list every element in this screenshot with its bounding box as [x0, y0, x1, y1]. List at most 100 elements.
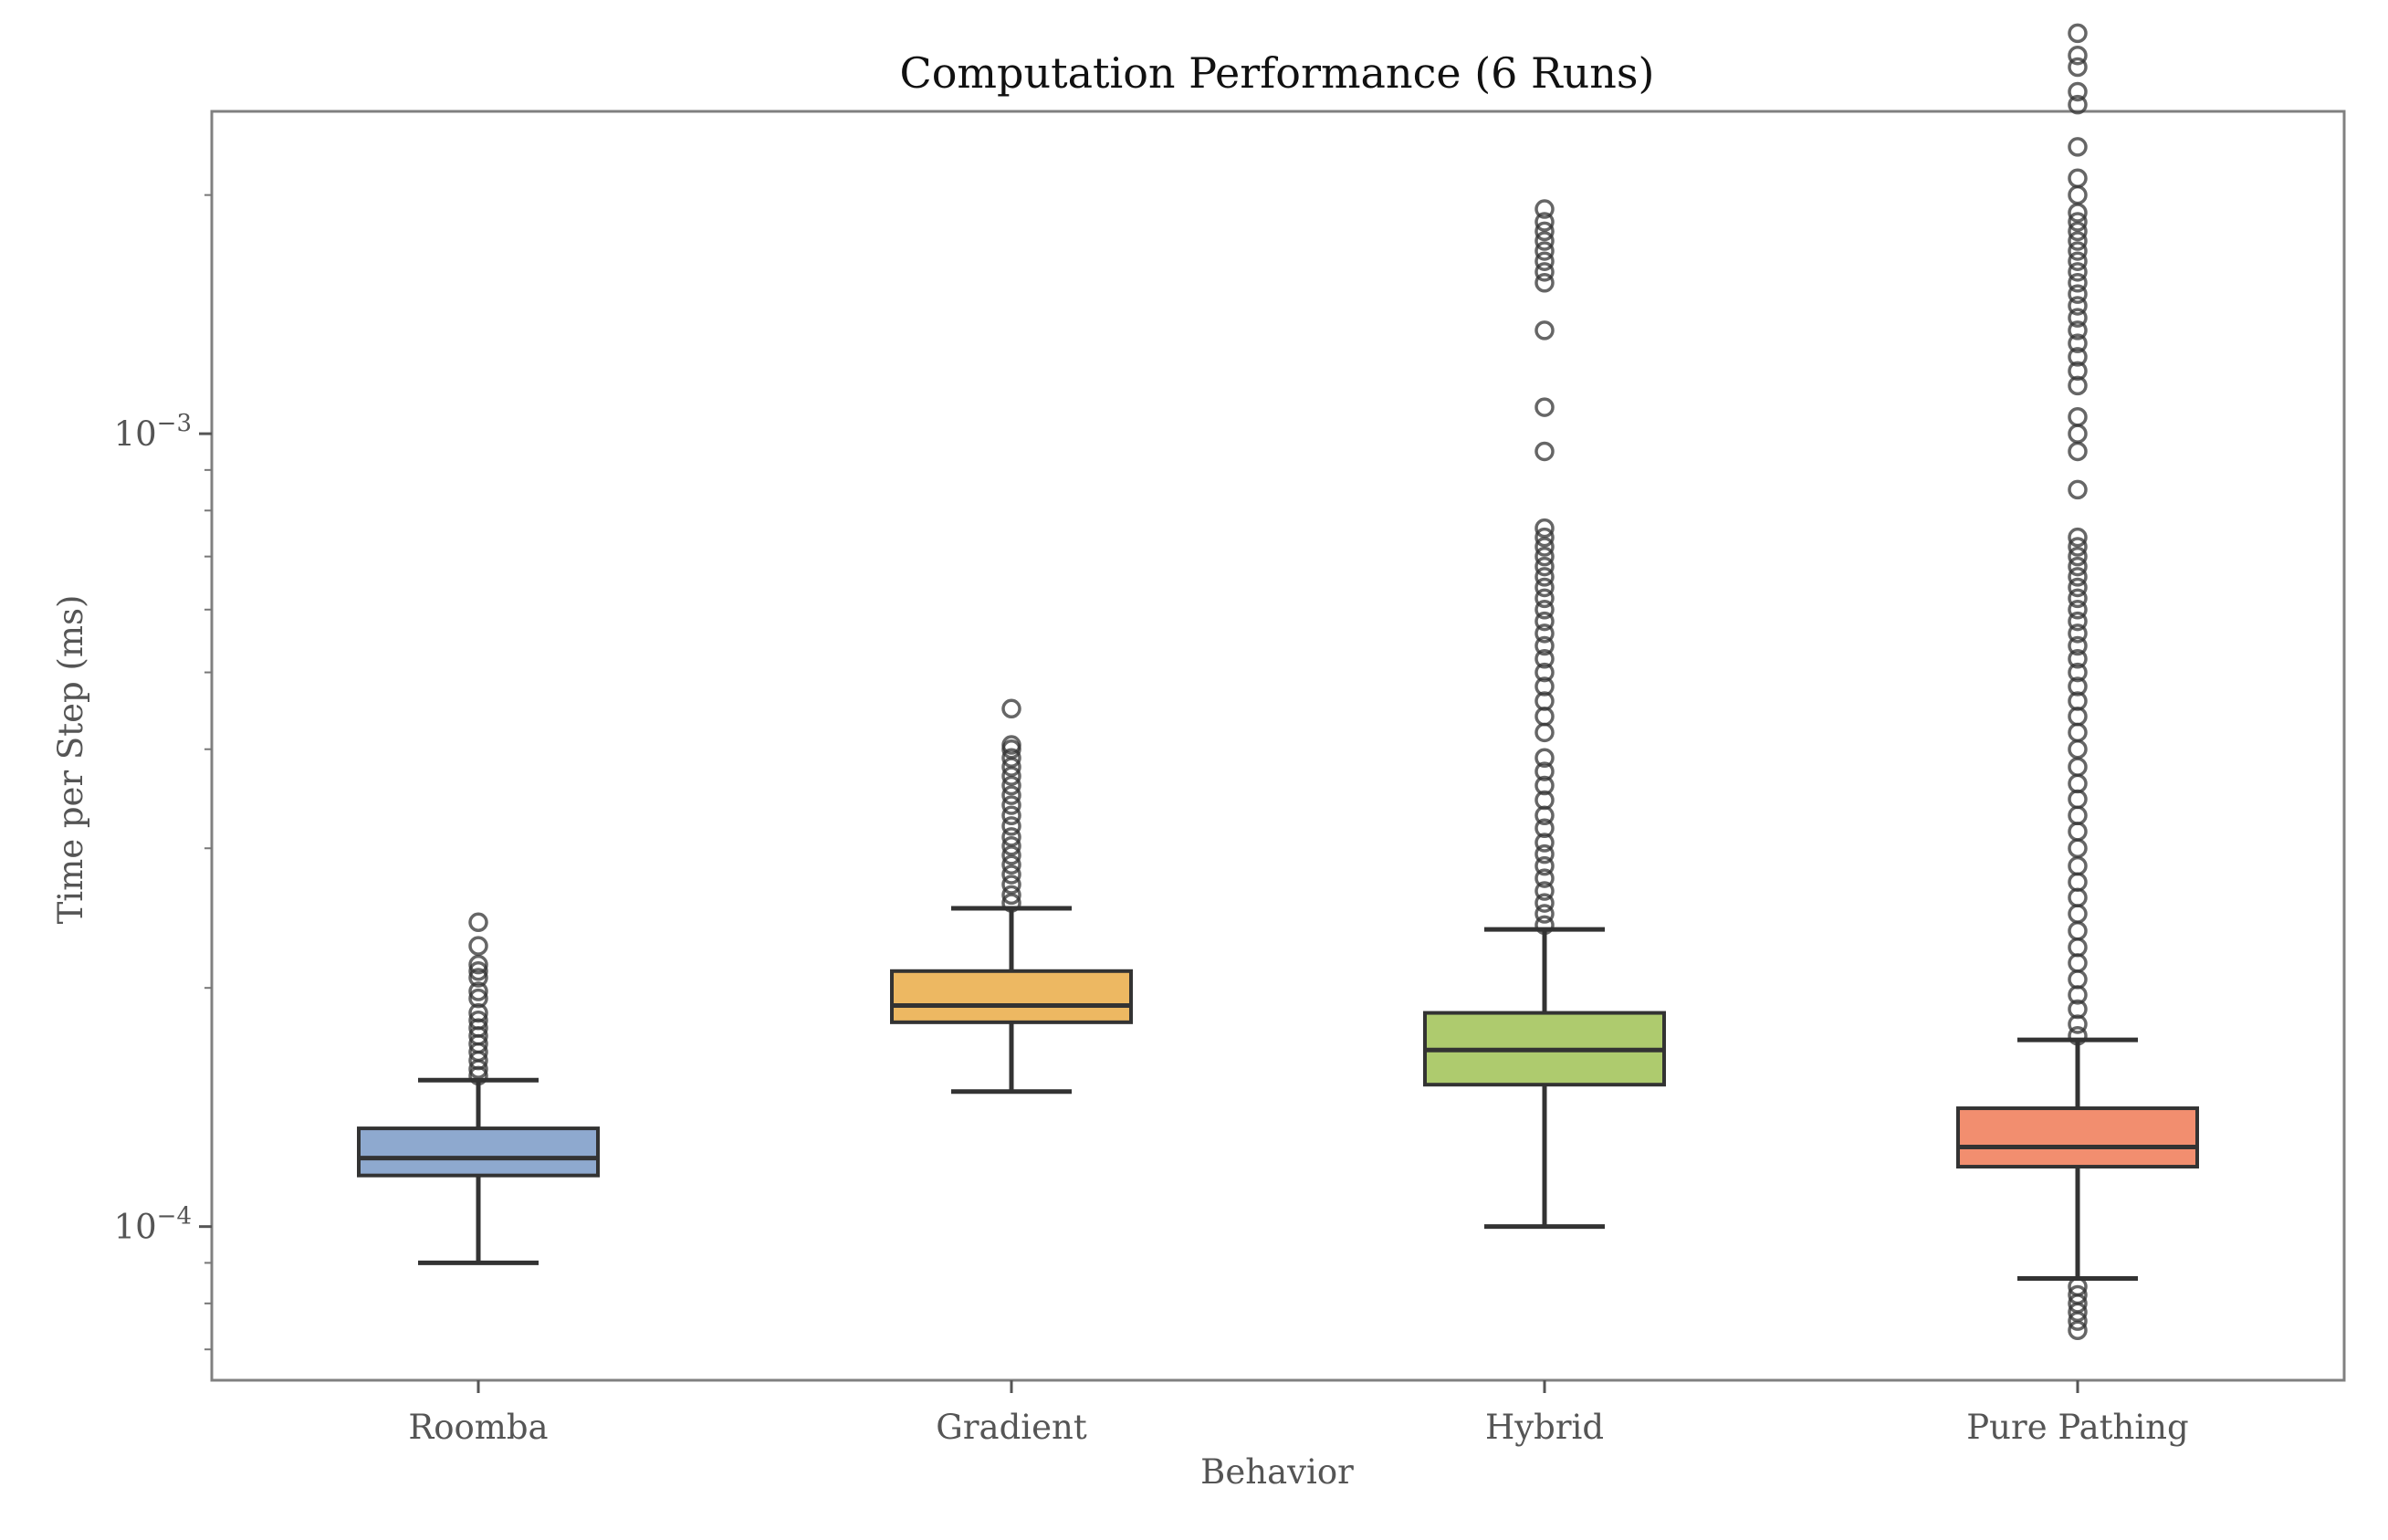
outlier-point	[1534, 588, 1555, 609]
outlier-point	[2068, 262, 2088, 282]
outlier-point	[2068, 441, 2088, 462]
outlier-point	[1534, 441, 1555, 462]
outlier-point	[1534, 775, 1555, 796]
y-tick-label: 10−3	[114, 410, 192, 454]
outlier-point	[2068, 333, 2088, 353]
outlier-point	[2068, 1284, 2088, 1305]
iqr-box	[1956, 1106, 2199, 1169]
outlier-point	[2068, 855, 2088, 876]
outlier-point	[2068, 546, 2088, 567]
outlier-point	[2068, 662, 2088, 683]
outlier-point	[1534, 843, 1555, 864]
outlier-point	[1534, 537, 1555, 557]
outlier-point	[1534, 623, 1555, 644]
outlier-point	[2068, 904, 2088, 924]
outlier-point	[1534, 556, 1555, 577]
outlier-point	[1534, 833, 1555, 853]
x-axis-label: Behavior	[1200, 1452, 1354, 1492]
outlier-point	[2068, 347, 2088, 367]
outlier-point	[1001, 864, 1021, 885]
outlier-point	[468, 968, 488, 988]
outlier-point	[1534, 527, 1555, 548]
outlier-point	[1534, 241, 1555, 261]
outlier-point	[1001, 875, 1021, 895]
outlier-point	[1001, 766, 1021, 786]
outlier-point	[468, 936, 488, 956]
outlier-point	[2068, 273, 2088, 293]
outlier-point	[2068, 296, 2088, 316]
outlier-point	[1534, 567, 1555, 587]
outlier-point	[2068, 1025, 2088, 1046]
outlier-point	[1534, 855, 1555, 876]
outlier-point	[1534, 611, 1555, 632]
outlier-point	[1534, 251, 1555, 271]
outlier-point	[2068, 375, 2088, 396]
outlier-point	[2068, 789, 2088, 810]
outlier-point	[1534, 881, 1555, 901]
outlier-point	[2068, 691, 2088, 711]
outlier-point	[1534, 691, 1555, 711]
outlier-point	[468, 988, 488, 1009]
outlier-point	[2068, 567, 2088, 587]
outlier-point	[2068, 23, 2088, 44]
x-tick-label: Gradient	[936, 1408, 1087, 1447]
outlier-point	[1534, 199, 1555, 219]
outlier-point	[2068, 577, 2088, 598]
outlier-point	[2068, 537, 2088, 557]
outlier-point	[1001, 785, 1021, 805]
outlier-point	[2068, 284, 2088, 304]
outlier-point	[2068, 479, 2088, 500]
outlier-point	[468, 954, 488, 975]
outlier-point	[2068, 527, 2088, 548]
outlier-point	[1534, 212, 1555, 232]
plot-frame	[210, 110, 2346, 1382]
outlier-point	[2068, 938, 2088, 958]
outlier-point	[1534, 649, 1555, 669]
outlier-point	[1534, 518, 1555, 539]
iqr-box	[890, 969, 1133, 1024]
outlier-point	[1534, 868, 1555, 888]
outlier-point	[2068, 805, 2088, 826]
outlier-point	[468, 912, 488, 933]
outlier-point	[2068, 320, 2088, 340]
outlier-point	[1534, 231, 1555, 251]
iqr-box	[357, 1126, 600, 1178]
outlier-point	[1534, 761, 1555, 781]
plot-area: 10−4 10−3 Roomba Gradient Hybrid Pure Pathing	[114, 23, 2346, 1447]
outlier-point	[1534, 676, 1555, 697]
outlier-point	[1001, 748, 1021, 769]
outlier-point	[2068, 623, 2088, 644]
outlier-point	[1001, 698, 1021, 719]
outlier-point	[2068, 168, 2088, 188]
outlier-point	[2068, 424, 2088, 444]
outlier-point	[1001, 854, 1021, 875]
outlier-point	[2068, 1276, 2088, 1297]
outlier-point	[1534, 722, 1555, 743]
outlier-point	[2068, 221, 2088, 242]
outlier-point	[1534, 662, 1555, 683]
outlier-point	[2068, 921, 2088, 941]
outlier-point	[1534, 273, 1555, 293]
outlier-point	[2068, 588, 2088, 609]
outlier-point	[1001, 795, 1021, 815]
outlier-point	[2068, 212, 2088, 232]
outlier-point	[2068, 241, 2088, 261]
outlier-point	[2068, 251, 2088, 271]
outlier-point	[1534, 262, 1555, 282]
outlier-point	[468, 981, 488, 1001]
outlier-point	[2068, 676, 2088, 697]
outlier-point	[1534, 546, 1555, 567]
outlier-point	[2068, 137, 2088, 157]
outlier-point	[2068, 773, 2088, 794]
outlier-point	[468, 1002, 488, 1023]
outlier-point	[1534, 790, 1555, 811]
outlier-point	[2068, 649, 2088, 669]
outlier-point	[1001, 816, 1021, 836]
outlier-point	[1534, 748, 1555, 769]
y-tick-label: 10−4	[114, 1203, 192, 1247]
outlier-point	[2068, 953, 2088, 973]
outlier-point	[2068, 57, 2088, 78]
x-tick-label: Pure Pathing	[1966, 1408, 2188, 1447]
outlier-point	[1534, 577, 1555, 598]
outlier-point	[2068, 184, 2088, 205]
